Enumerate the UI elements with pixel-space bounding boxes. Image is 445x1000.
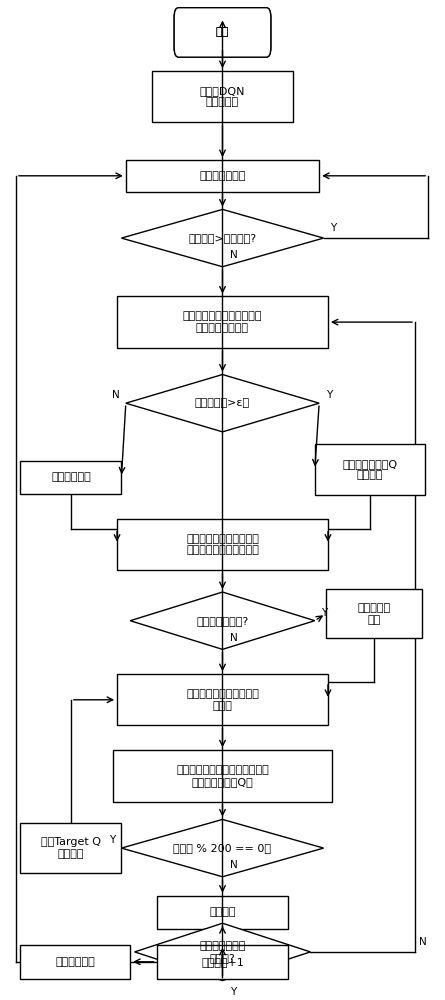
- Bar: [315, 444, 425, 495]
- Text: 经验回放池已满?: 经验回放池已满?: [196, 616, 249, 626]
- Text: Y: Y: [326, 390, 332, 400]
- Bar: [117, 296, 328, 348]
- Text: N: N: [419, 937, 427, 947]
- Bar: [326, 589, 422, 638]
- Text: 训练轮数+1: 训练轮数+1: [201, 957, 244, 967]
- Text: 将状态经历序列存入经验
回放池: 将状态经历序列存入经验 回放池: [186, 689, 259, 711]
- Text: 结束: 结束: [216, 27, 229, 37]
- Polygon shape: [121, 209, 324, 267]
- Polygon shape: [134, 923, 311, 981]
- Bar: [157, 896, 288, 929]
- FancyBboxPatch shape: [174, 8, 271, 57]
- Bar: [20, 461, 121, 494]
- Bar: [117, 674, 328, 725]
- Text: N: N: [112, 390, 120, 400]
- Text: 初始化DQN
算法各参数: 初始化DQN 算法各参数: [200, 86, 245, 108]
- Text: 获取调度任务数据，处理成
为三矩阵叠加输入: 获取调度任务数据，处理成 为三矩阵叠加输入: [183, 311, 262, 333]
- Bar: [152, 71, 293, 122]
- Text: 生成随机数>ε？: 生成随机数>ε？: [195, 398, 250, 408]
- Text: N: N: [230, 633, 237, 643]
- Polygon shape: [126, 375, 319, 432]
- Text: 更新Target Q
网络参数: 更新Target Q 网络参数: [41, 837, 101, 859]
- Text: Y: Y: [321, 608, 328, 618]
- Text: N: N: [230, 250, 237, 260]
- Text: N: N: [230, 860, 237, 870]
- Text: 训练轮数>规定轮数?: 训练轮数>规定轮数?: [188, 233, 257, 243]
- FancyBboxPatch shape: [174, 8, 271, 57]
- Bar: [113, 750, 332, 802]
- Text: 初始化调度环境: 初始化调度环境: [199, 171, 246, 181]
- Text: 出栈最顶部
经历: 出栈最顶部 经历: [357, 603, 391, 625]
- Bar: [20, 823, 121, 873]
- Text: 保存模型参数: 保存模型参数: [56, 957, 95, 967]
- Text: 从调度模拟器中获取下一
状态、奖励以及结束信号: 从调度模拟器中获取下一 状态、奖励以及结束信号: [186, 534, 259, 555]
- Text: 开始: 开始: [216, 27, 229, 37]
- Polygon shape: [130, 592, 315, 649]
- Bar: [20, 945, 130, 979]
- Text: Y: Y: [109, 835, 115, 845]
- Text: 选择随机动作: 选择随机动作: [51, 472, 91, 482]
- Polygon shape: [121, 819, 324, 877]
- Bar: [117, 519, 328, 570]
- Text: 选择具有最大化Q
值的动作: 选择具有最大化Q 值的动作: [342, 459, 397, 480]
- Text: Y: Y: [231, 987, 237, 997]
- Text: 时间步 % 200 == 0？: 时间步 % 200 == 0？: [174, 843, 271, 853]
- Bar: [126, 160, 319, 192]
- Text: Y: Y: [330, 223, 336, 233]
- Text: 从经验回放池中随机抽样，训练
神经网络，更新Q值: 从经验回放池中随机抽样，训练 神经网络，更新Q值: [176, 765, 269, 787]
- Text: 状态更新: 状态更新: [209, 907, 236, 917]
- Bar: [157, 945, 288, 979]
- Text: 当前工序是否全
部完成?: 当前工序是否全 部完成?: [199, 941, 246, 963]
